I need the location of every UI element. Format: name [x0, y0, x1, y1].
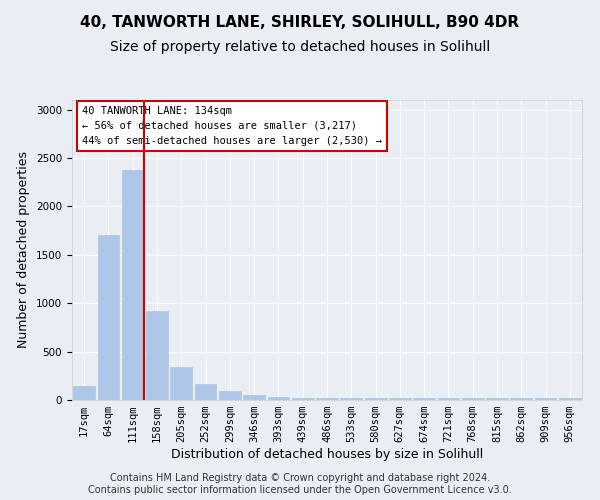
Bar	[122, 170, 143, 400]
Text: 40, TANWORTH LANE, SHIRLEY, SOLIHULL, B90 4DR: 40, TANWORTH LANE, SHIRLEY, SOLIHULL, B9…	[80, 15, 520, 30]
Bar	[365, 398, 386, 400]
Bar	[73, 386, 95, 400]
Bar	[511, 398, 532, 400]
Text: 40 TANWORTH LANE: 134sqm
← 56% of detached houses are smaller (3,217)
44% of sem: 40 TANWORTH LANE: 134sqm ← 56% of detach…	[82, 106, 382, 146]
Bar	[462, 398, 484, 400]
Bar	[146, 311, 168, 400]
Bar	[219, 392, 241, 400]
X-axis label: Distribution of detached houses by size in Solihull: Distribution of detached houses by size …	[171, 448, 483, 461]
Bar	[340, 398, 362, 400]
Y-axis label: Number of detached properties: Number of detached properties	[17, 152, 31, 348]
Bar	[170, 367, 192, 400]
Bar	[486, 398, 508, 400]
Bar	[316, 398, 338, 400]
Bar	[292, 398, 314, 400]
Bar	[413, 398, 435, 400]
Bar	[268, 396, 289, 400]
Bar	[389, 398, 411, 400]
Text: Size of property relative to detached houses in Solihull: Size of property relative to detached ho…	[110, 40, 490, 54]
Bar	[437, 398, 460, 400]
Bar	[243, 394, 265, 400]
Bar	[535, 398, 556, 400]
Bar	[559, 398, 581, 400]
Text: Contains HM Land Registry data © Crown copyright and database right 2024.
Contai: Contains HM Land Registry data © Crown c…	[88, 474, 512, 495]
Bar	[194, 384, 217, 400]
Bar	[97, 236, 119, 400]
